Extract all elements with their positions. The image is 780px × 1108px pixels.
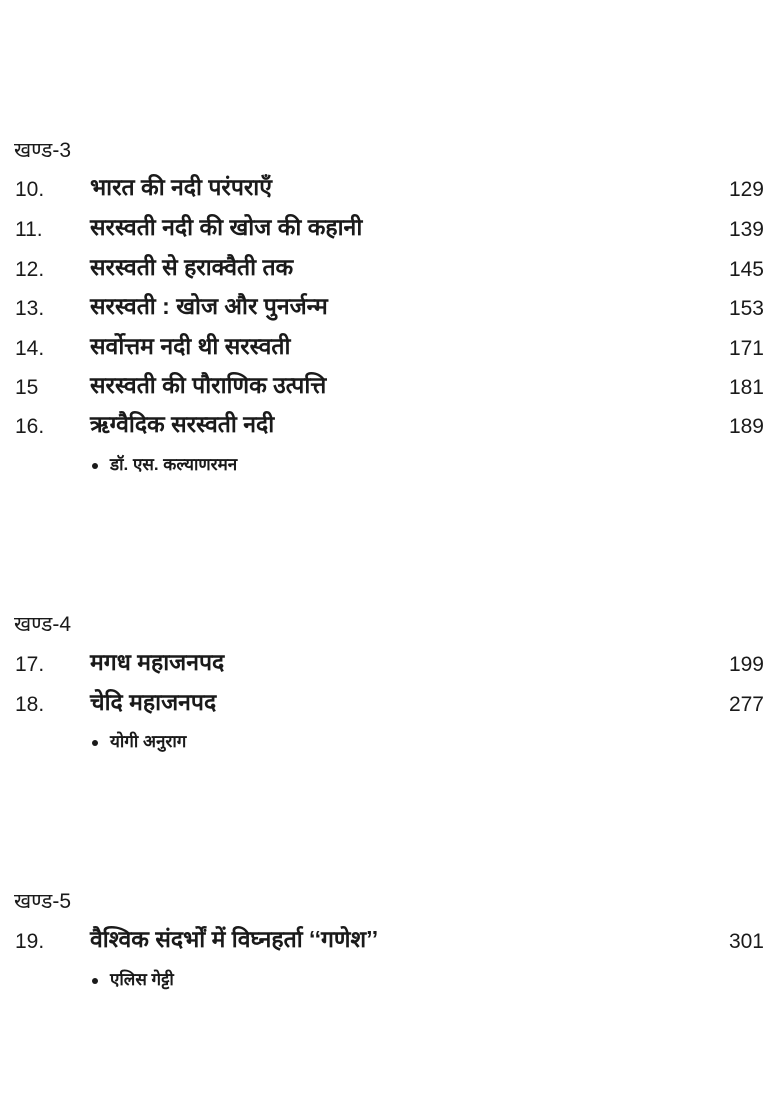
entry-number: 19. — [15, 930, 45, 953]
entry-number: 10. — [15, 178, 45, 201]
section-heading: खण्ड-5 — [14, 890, 72, 913]
author-line: डॉ. एस. कल्याणरमन — [92, 456, 237, 473]
bullet-icon — [92, 462, 98, 469]
section-heading: खण्ड-4 — [14, 613, 72, 636]
entry-page-number: 277 — [728, 693, 764, 716]
author-name: डॉ. एस. कल्याणरमन — [110, 455, 238, 474]
entry-number: 18. — [15, 693, 45, 716]
entry-page-number: 145 — [728, 258, 764, 281]
section-heading: खण्ड-3 — [14, 139, 72, 162]
bullet-icon — [92, 977, 98, 984]
entry-title: सरस्वती : खोज और पुनर्जन्म — [90, 293, 328, 319]
author-line: एलिस गेट्टी — [92, 971, 174, 988]
entry-title: भारत की नदी परंपराएँ — [90, 174, 272, 200]
entry-page-number: 129 — [728, 178, 764, 201]
entry-page-number: 301 — [728, 930, 764, 953]
entry-title: सर्वोत्तम नदी थी सरस्वती — [90, 333, 291, 359]
entry-number: 11. — [15, 218, 43, 241]
entry-number: 12. — [15, 258, 45, 281]
bullet-icon — [92, 739, 98, 746]
entry-number: 14. — [15, 337, 45, 360]
entry-number: 13. — [15, 297, 45, 320]
entry-title: मगध महाजनपद — [90, 649, 225, 675]
entry-title: सरस्वती की पौराणिक उत्पत्ति — [90, 372, 327, 398]
entry-number: 15 — [15, 376, 39, 399]
entry-page-number: 171 — [728, 337, 764, 360]
entry-title: सरस्वती से हराक्वैती तक — [90, 254, 294, 280]
entry-title: ऋग्वैदिक सरस्वती नदी — [90, 411, 275, 437]
entry-page-number: 199 — [728, 653, 764, 676]
entry-page-number: 153 — [728, 297, 764, 320]
entry-title: सरस्वती नदी की खोज की कहानी — [90, 214, 363, 240]
author-line: योगी अनुराग — [92, 733, 186, 750]
author-name: योगी अनुराग — [110, 732, 187, 751]
entry-title: चेदि महाजनपद — [90, 689, 217, 715]
entry-page-number: 139 — [728, 218, 764, 241]
entry-title: वैश्विक संदर्भों में विघ्नहर्ता ‘‘गणेश’’ — [90, 926, 379, 952]
entry-page-number: 181 — [728, 376, 764, 399]
entry-number: 16. — [15, 415, 45, 438]
author-name: एलिस गेट्टी — [110, 970, 174, 989]
entry-number: 17. — [15, 653, 45, 676]
entry-page-number: 189 — [728, 415, 764, 438]
